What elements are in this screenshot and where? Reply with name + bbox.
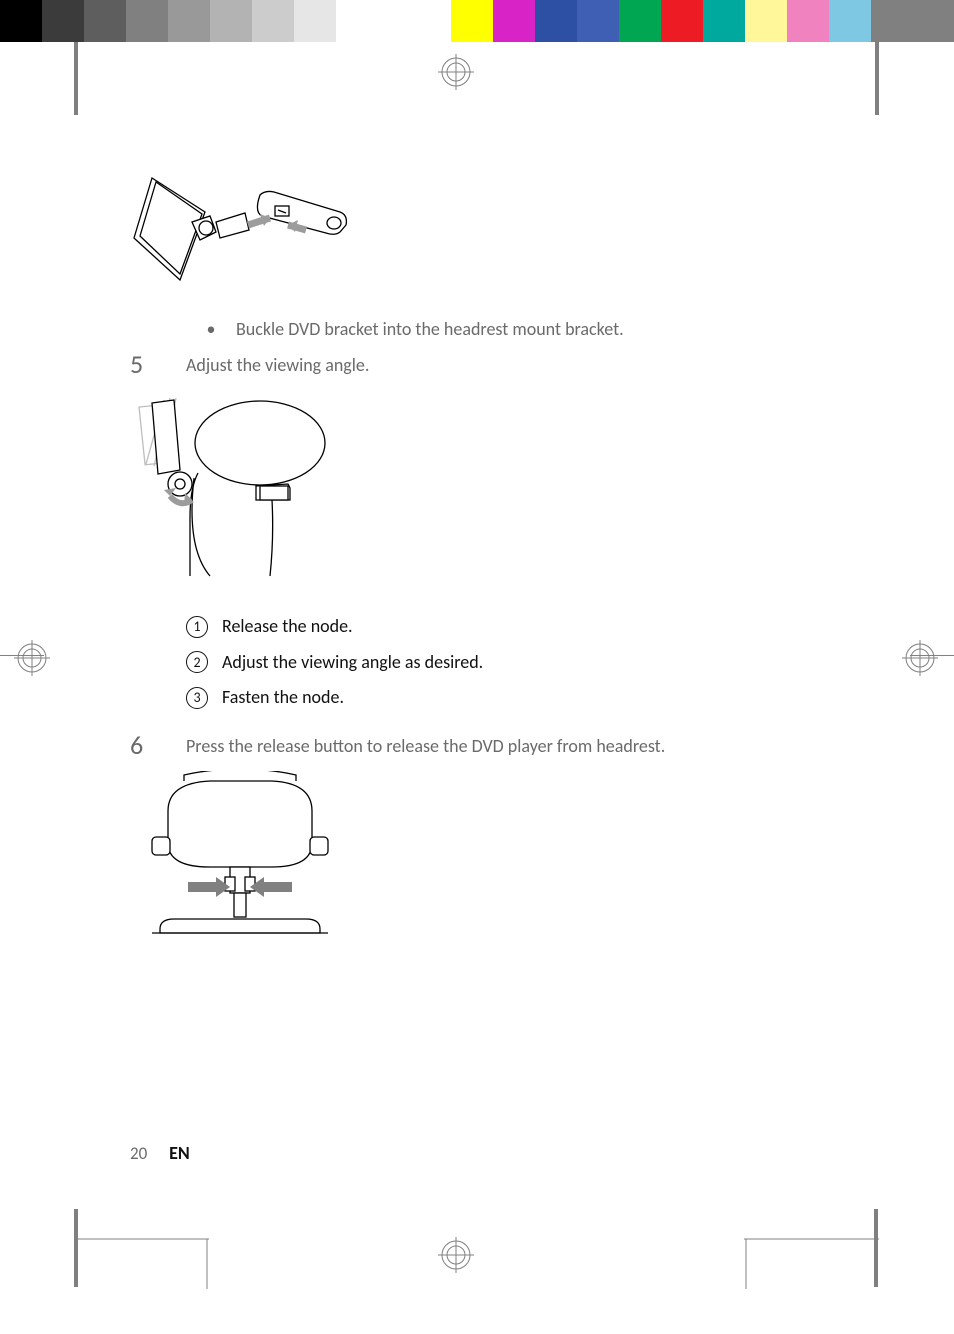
color-swatch	[871, 0, 954, 42]
substep-3-text: Fasten the node.	[222, 686, 344, 709]
color-swatch	[787, 0, 829, 42]
color-swatch	[210, 0, 252, 42]
bullet-row: • Buckle DVD bracket into the headrest m…	[186, 317, 850, 342]
color-swatch	[84, 0, 126, 42]
printer-color-bar	[0, 0, 954, 42]
reg-line-right	[910, 655, 954, 656]
color-swatch	[336, 0, 378, 42]
crop-guide-bottom-left	[74, 1209, 214, 1294]
crop-guide-right	[875, 42, 879, 115]
substep-1: 1 Release the node.	[186, 615, 850, 638]
circled-number-2: 2	[186, 651, 208, 673]
bullet-text: Buckle DVD bracket into the headrest mou…	[236, 317, 624, 342]
color-swatch	[535, 0, 577, 42]
registration-mark-left	[14, 640, 50, 681]
color-swatch	[619, 0, 661, 42]
substep-1-text: Release the node.	[222, 615, 353, 638]
substep-2-text: Adjust the viewing angle as desired.	[222, 651, 483, 674]
substep-3: 3 Fasten the node.	[186, 686, 850, 709]
illustration-bracket-buckle	[130, 170, 850, 305]
step-6-text: Press the release button to release the …	[186, 729, 665, 759]
registration-mark-bottom	[438, 1237, 474, 1278]
page-content: • Buckle DVD bracket into the headrest m…	[130, 170, 850, 988]
color-swatch	[126, 0, 168, 42]
circled-number-1: 1	[186, 616, 208, 638]
step-6-row: 6 Press the release button to release th…	[130, 729, 850, 761]
crop-guide-bottom-right	[739, 1209, 879, 1294]
color-swatch	[294, 0, 336, 42]
page-footer: 20 EN	[130, 1142, 190, 1164]
step-number-5: 5	[130, 348, 186, 380]
circled-number-3: 3	[186, 687, 208, 709]
color-swatch	[451, 0, 493, 42]
reg-line-left	[0, 655, 44, 656]
page-number: 20	[130, 1143, 147, 1164]
step-5-text: Adjust the viewing angle.	[186, 348, 369, 378]
substep-2: 2 Adjust the viewing angle as desired.	[186, 651, 850, 674]
color-swatch	[252, 0, 294, 42]
color-swatch	[0, 0, 42, 42]
registration-mark-right	[902, 640, 938, 681]
crop-guide-left	[74, 42, 78, 115]
step-5-row: 5 Adjust the viewing angle.	[130, 348, 850, 380]
color-swatch	[168, 0, 210, 42]
illustration-viewing-angle	[130, 388, 850, 583]
color-swatch	[493, 0, 535, 42]
color-swatch	[42, 0, 84, 42]
color-swatch	[661, 0, 703, 42]
registration-mark-top	[438, 54, 474, 95]
color-bar-gap	[378, 0, 451, 42]
bullet-marker: •	[186, 317, 236, 340]
step-number-6: 6	[130, 729, 186, 761]
color-swatch	[829, 0, 871, 42]
color-swatch	[703, 0, 745, 42]
illustration-release-headrest	[130, 771, 850, 976]
language-code: EN	[169, 1142, 190, 1164]
color-swatch	[577, 0, 619, 42]
color-swatch	[745, 0, 787, 42]
